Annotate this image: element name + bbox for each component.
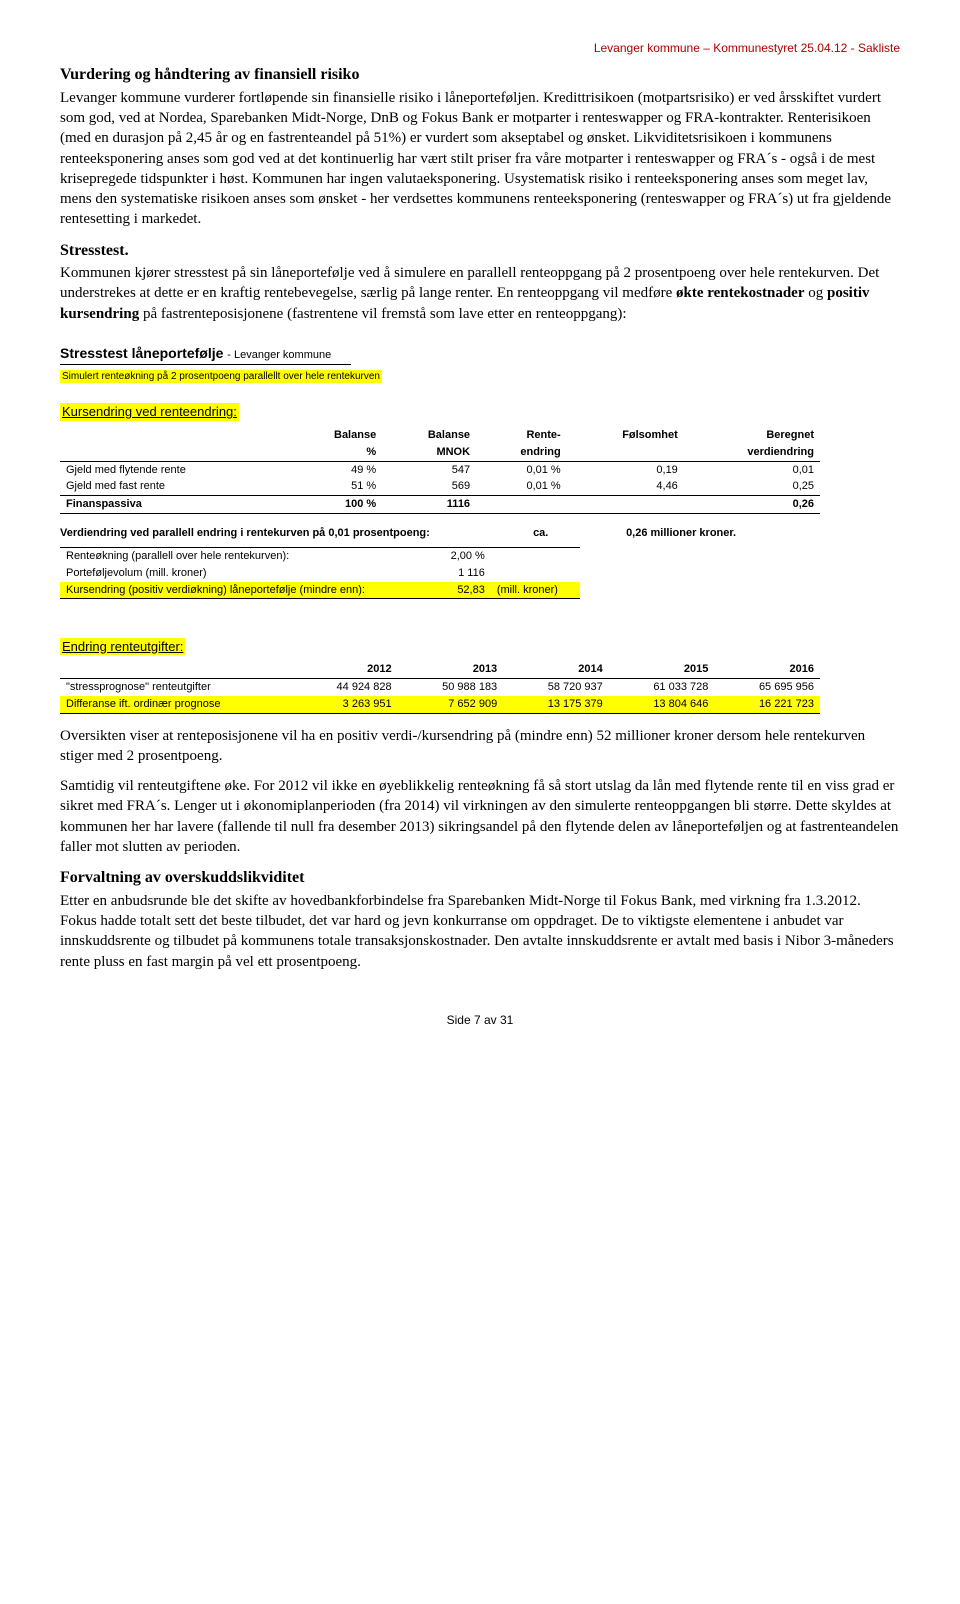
table-row: Porteføljevolum (mill. kroner) 1 116	[60, 565, 580, 582]
t3-r1-label: "stressprognose" renteutgifter	[60, 679, 292, 696]
t1-r3-c4	[567, 496, 684, 514]
t3-r2-c2: 7 652 909	[398, 696, 504, 713]
t1-h5b: verdiendring	[684, 444, 820, 461]
t2-r3-label: Kursendring (positiv verdiøkning) lånepo…	[60, 582, 423, 599]
section-2-para: Kommunen kjører stresstest på sin lånepo…	[60, 263, 900, 324]
table-row: Gjeld med flytende rente 49 % 547 0,01 %…	[60, 461, 820, 478]
t1-r1-c5: 0,01	[684, 461, 820, 478]
t1-h4b	[567, 444, 684, 461]
verd-label: Verdiendring ved parallell endring i ren…	[60, 526, 530, 541]
t1-r2-label: Gjeld med fast rente	[60, 478, 288, 495]
t1-r3-c5: 0,26	[684, 496, 820, 514]
t3-r2-c1: 3 263 951	[292, 696, 398, 713]
table1-heading: Kursendring ved renteendring:	[60, 403, 239, 421]
t1-r2-c3: 0,01 %	[476, 478, 567, 495]
t3-y4: 2015	[609, 661, 715, 678]
t2-r2-label: Porteføljevolum (mill. kroner)	[60, 565, 423, 582]
t3-y3: 2014	[503, 661, 609, 678]
t3-y1: 2012	[292, 661, 398, 678]
stresstest-title: Stresstest låneportefølje - Levanger kom…	[60, 344, 351, 365]
s2-text-mid: og	[804, 285, 827, 301]
t1-h3a: Rente-	[476, 427, 567, 444]
t3-r2-c4: 13 804 646	[609, 696, 715, 713]
t2-r3-val: 52,83	[423, 582, 491, 599]
t1-r3-c3	[476, 496, 567, 514]
t1-h1b: %	[288, 444, 382, 461]
table-row: "stressprognose" renteutgifter 44 924 82…	[60, 679, 820, 696]
t1-r3-c1: 100 %	[288, 496, 382, 514]
t1-h2b: MNOK	[382, 444, 476, 461]
t1-r3-label: Finanspassiva	[60, 496, 288, 514]
section-4-title: Forvaltning av overskuddslikviditet	[60, 867, 900, 889]
t1-r1-c2: 547	[382, 461, 476, 478]
section-2-title: Stresstest.	[60, 240, 900, 262]
section-1-para: Levanger kommune vurderer fortløpende si…	[60, 88, 900, 230]
renteutgifter-table: 2012 2013 2014 2015 2016 "stressprognose…	[60, 661, 820, 714]
t1-h5a: Beregnet	[684, 427, 820, 444]
t2-r3-unit: (mill. kroner)	[491, 582, 580, 599]
t1-r1-c4: 0,19	[567, 461, 684, 478]
t3-y2: 2013	[398, 661, 504, 678]
stress-title-b: - Levanger kommune	[227, 349, 331, 361]
verd-val: 0,26 millioner kroner.	[596, 526, 736, 541]
t1-r1-label: Gjeld med flytende rente	[60, 461, 288, 478]
page-header: Levanger kommune – Kommunestyret 25.04.1…	[60, 40, 900, 56]
t3-r1-c4: 61 033 728	[609, 679, 715, 696]
section-4-para: Etter en anbudsrunde ble det skifte av h…	[60, 891, 900, 972]
verd-ca: ca.	[533, 526, 593, 541]
t1-r1-c1: 49 %	[288, 461, 382, 478]
table3-heading: Endring renteutgifter:	[60, 638, 185, 656]
t3-y5: 2016	[714, 661, 820, 678]
t3-r2-c5: 16 221 723	[714, 696, 820, 713]
t3-r1-c2: 50 988 183	[398, 679, 504, 696]
t3-r2-label: Differanse ift. ordinær prognose	[60, 696, 292, 713]
section-1-title: Vurdering og håndtering av finansiell ri…	[60, 64, 900, 86]
t2-r1-label: Renteøkning (parallell over hele renteku…	[60, 547, 423, 564]
t1-r2-c2: 569	[382, 478, 476, 495]
table-row: Renteøkning (parallell over hele renteku…	[60, 547, 580, 564]
t1-r1-c3: 0,01 %	[476, 461, 567, 478]
t1-h4a: Følsomhet	[567, 427, 684, 444]
t1-h2a: Balanse	[382, 427, 476, 444]
t2-r2-val: 1 116	[423, 565, 491, 582]
section-3-para2: Samtidig vil renteutgiftene øke. For 201…	[60, 776, 900, 857]
t3-r2-c3: 13 175 379	[503, 696, 609, 713]
table-row: Gjeld med fast rente 51 % 569 0,01 % 4,4…	[60, 478, 820, 495]
t1-r2-c5: 0,25	[684, 478, 820, 495]
t3-r1-c3: 58 720 937	[503, 679, 609, 696]
section-3-para1: Oversikten viser at renteposisjonene vil…	[60, 726, 900, 767]
stresstest-subtitle: Simulert renteøkning på 2 prosentpoeng p…	[60, 370, 382, 384]
table-row: Finanspassiva 100 % 1116 0,26	[60, 496, 820, 514]
t3-r1-c5: 65 695 956	[714, 679, 820, 696]
t1-r3-c2: 1116	[382, 496, 476, 514]
table-row: Differanse ift. ordinær prognose 3 263 9…	[60, 696, 820, 713]
rente-params-table: Renteøkning (parallell over hele renteku…	[60, 547, 580, 600]
table-row: Kursendring (positiv verdiøkning) lånepo…	[60, 582, 580, 599]
t1-r2-c4: 4,46	[567, 478, 684, 495]
page-footer: Side 7 av 31	[60, 1012, 900, 1028]
verdiendring-line: Verdiendring ved parallell endring i ren…	[60, 526, 900, 541]
s2-bold-1: økte rentekostnader	[676, 285, 804, 301]
t2-r1-val: 2,00 %	[423, 547, 491, 564]
t1-r2-c1: 51 %	[288, 478, 382, 495]
t3-r1-c1: 44 924 828	[292, 679, 398, 696]
stress-title-a: Stresstest låneportefølje	[60, 345, 227, 361]
t1-h1a: Balanse	[288, 427, 382, 444]
s2-text-c: på fastrenteposisjonene (fastrentene vil…	[139, 306, 626, 322]
kursendring-table: Balanse Balanse Rente- Følsomhet Beregne…	[60, 427, 820, 514]
t1-h3b: endring	[476, 444, 567, 461]
